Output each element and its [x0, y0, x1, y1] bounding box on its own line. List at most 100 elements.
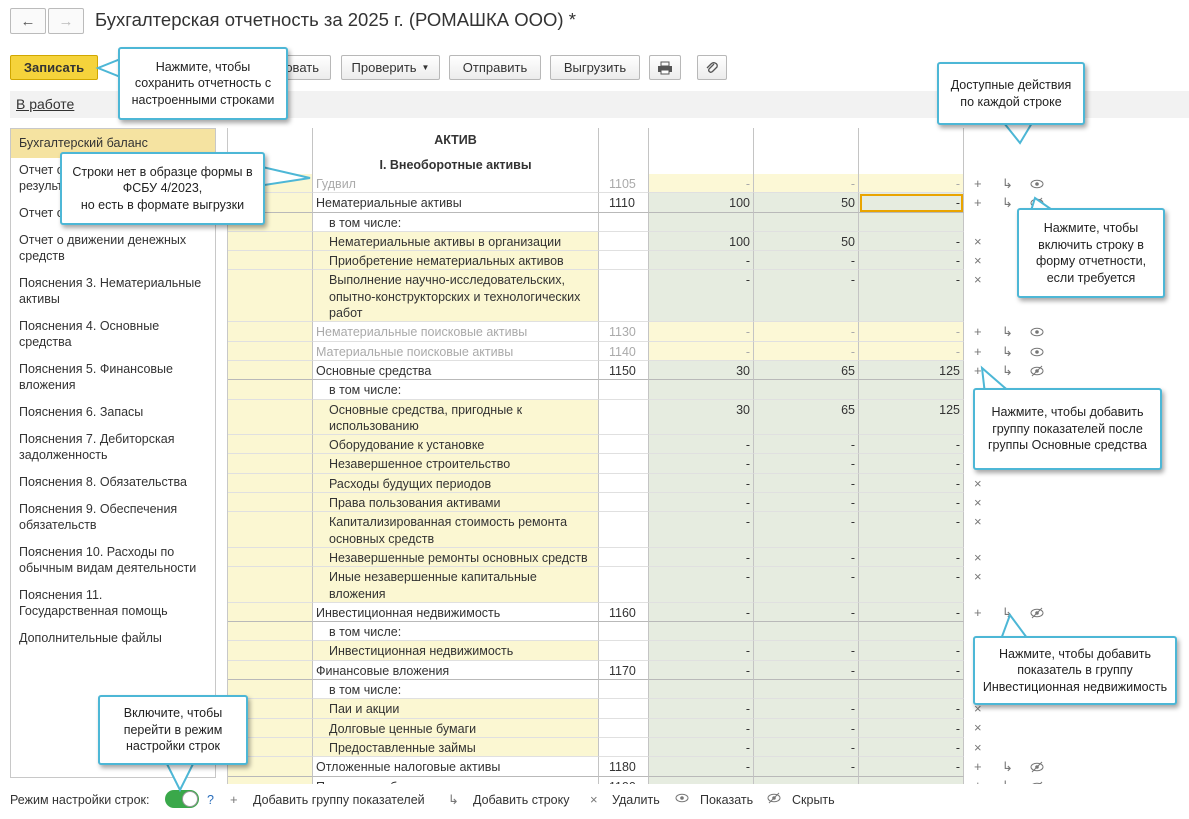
delete-icon[interactable]: ×: [974, 720, 982, 736]
value-cell[interactable]: [649, 212, 754, 232]
value-cell[interactable]: -: [859, 757, 964, 777]
add-row-icon[interactable]: ↳: [1002, 778, 1030, 784]
footer-action[interactable]: Скрыть: [792, 793, 835, 807]
value-cell[interactable]: -: [649, 341, 754, 361]
value-cell[interactable]: -: [754, 660, 859, 681]
report-item[interactable]: Пояснения 7. Дебиторская задолженность: [19, 432, 175, 462]
export-button[interactable]: Выгрузить: [550, 55, 640, 80]
value-cell[interactable]: 125: [859, 399, 964, 436]
value-cell[interactable]: -: [649, 493, 754, 513]
value-cell[interactable]: -: [649, 718, 754, 738]
value-cell[interactable]: -: [754, 322, 859, 342]
value-cell[interactable]: -: [859, 737, 964, 758]
report-item[interactable]: Пояснения 4. Основные средства: [19, 319, 160, 349]
value-cell[interactable]: -: [754, 341, 859, 361]
value-cell[interactable]: -: [649, 757, 754, 777]
value-cell[interactable]: -: [754, 567, 859, 603]
value-cell[interactable]: [649, 380, 754, 400]
add-group-icon[interactable]: +: [974, 759, 982, 775]
value-cell[interactable]: -: [754, 270, 859, 323]
value-cell[interactable]: -: [649, 174, 754, 194]
delete-icon[interactable]: ×: [974, 253, 982, 269]
value-cell[interactable]: -: [859, 174, 964, 194]
value-cell[interactable]: -: [754, 547, 859, 568]
value-cell[interactable]: -: [859, 641, 964, 661]
value-cell[interactable]: -: [859, 776, 964, 784]
delete-icon[interactable]: ×: [974, 272, 982, 288]
footer-action[interactable]: Добавить строку: [473, 793, 570, 807]
value-cell[interactable]: -: [859, 231, 964, 252]
hide-icon[interactable]: [1030, 605, 1058, 621]
save-button[interactable]: Записать: [10, 55, 98, 80]
check-button[interactable]: Проверить ▼: [341, 55, 440, 80]
value-cell[interactable]: -: [859, 193, 964, 213]
value-cell[interactable]: -: [859, 270, 964, 323]
value-cell[interactable]: -: [649, 567, 754, 603]
value-cell[interactable]: 50: [754, 193, 859, 213]
value-cell[interactable]: -: [754, 251, 859, 271]
delete-icon[interactable]: ×: [974, 475, 982, 491]
value-cell[interactable]: [754, 680, 859, 700]
value-cell[interactable]: -: [859, 473, 964, 494]
value-cell[interactable]: -: [649, 251, 754, 271]
value-cell[interactable]: 65: [754, 399, 859, 436]
back-button[interactable]: ←: [10, 8, 46, 34]
report-item[interactable]: Пояснения 11. Государственная помощь: [19, 588, 168, 618]
value-cell[interactable]: -: [649, 602, 754, 623]
value-cell[interactable]: -: [859, 718, 964, 738]
status-link[interactable]: В работе: [16, 96, 75, 112]
add-group-icon[interactable]: +: [974, 343, 982, 359]
value-cell[interactable]: -: [859, 435, 964, 455]
delete-icon[interactable]: ×: [974, 701, 982, 717]
footer-icon[interactable]: +: [230, 792, 238, 807]
print-button[interactable]: [649, 55, 681, 80]
report-item[interactable]: Отчет о движении денежных средств: [19, 233, 187, 263]
value-cell[interactable]: -: [859, 699, 964, 719]
report-item[interactable]: Пояснения 6. Запасы: [19, 405, 144, 419]
report-item[interactable]: Пояснения 3. Нематериальные активы: [19, 276, 202, 306]
value-cell[interactable]: 100: [649, 193, 754, 213]
add-group-icon[interactable]: +: [974, 195, 982, 211]
value-cell[interactable]: [859, 622, 964, 642]
add-group-icon[interactable]: +: [974, 324, 982, 340]
hide-icon[interactable]: [1030, 759, 1058, 775]
add-row-icon[interactable]: ↳: [1002, 324, 1013, 340]
value-cell[interactable]: -: [649, 699, 754, 719]
value-cell[interactable]: -: [754, 718, 859, 738]
footer-icon[interactable]: ×: [590, 792, 598, 807]
value-cell[interactable]: -: [859, 660, 964, 681]
delete-icon[interactable]: ×: [974, 569, 982, 585]
show-icon[interactable]: [1030, 176, 1058, 192]
value-cell[interactable]: 30: [649, 399, 754, 436]
add-group-icon[interactable]: +: [974, 362, 982, 378]
add-row-icon[interactable]: ↳: [1002, 175, 1013, 191]
value-cell[interactable]: -: [649, 547, 754, 568]
report-item[interactable]: Пояснения 10. Расходы по обычным видам д…: [19, 545, 197, 575]
value-cell[interactable]: -: [649, 322, 754, 342]
show-icon[interactable]: [1030, 344, 1058, 360]
value-cell[interactable]: -: [649, 641, 754, 661]
value-cell[interactable]: [649, 622, 754, 642]
value-cell[interactable]: -: [859, 602, 964, 623]
value-cell[interactable]: 30: [649, 360, 754, 381]
value-cell[interactable]: [859, 380, 964, 400]
send-button[interactable]: Отправить: [449, 55, 541, 80]
value-cell[interactable]: -: [649, 737, 754, 758]
show-icon[interactable]: [1030, 324, 1058, 340]
hide-icon[interactable]: [1030, 363, 1058, 379]
footer-action[interactable]: Добавить группу показателей: [253, 793, 425, 807]
add-group-icon[interactable]: +: [974, 778, 1002, 784]
value-cell[interactable]: -: [754, 737, 859, 758]
value-cell[interactable]: [859, 680, 964, 700]
value-cell[interactable]: -: [754, 473, 859, 494]
value-cell[interactable]: -: [754, 512, 859, 548]
value-cell[interactable]: -: [649, 660, 754, 681]
footer-action[interactable]: Удалить: [612, 793, 660, 807]
footer-icon[interactable]: [675, 792, 689, 807]
value-cell[interactable]: -: [649, 435, 754, 455]
value-cell[interactable]: -: [754, 641, 859, 661]
value-cell[interactable]: 125: [859, 360, 964, 381]
add-row-icon[interactable]: ↳: [1002, 759, 1013, 775]
value-cell[interactable]: [754, 380, 859, 400]
report-item[interactable]: Пояснения 8. Обязательства: [19, 475, 187, 489]
